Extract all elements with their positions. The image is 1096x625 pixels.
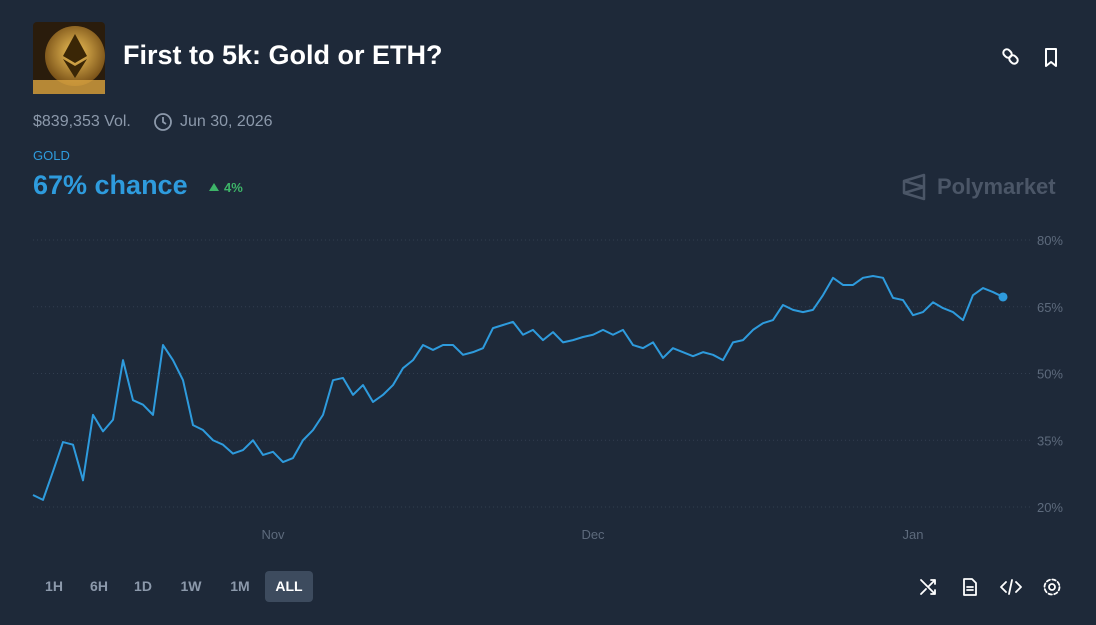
brand-logo (902, 173, 926, 201)
market-title: First to 5k: Gold or ETH? (123, 40, 443, 70)
time-range-button[interactable]: 1D (134, 578, 152, 594)
time-range-button[interactable]: 6H (90, 578, 108, 594)
up-arrow (209, 183, 219, 191)
time-range-button[interactable]: 1M (230, 578, 250, 594)
price-line (32, 275, 1004, 501)
y-tick-label: 35% (1037, 433, 1063, 448)
y-tick-label: 20% (1037, 500, 1063, 515)
brand: Polymarket (937, 174, 1056, 199)
end-date: Jun 30, 2026 (180, 113, 273, 130)
time-range-button[interactable]: 1H (45, 578, 63, 594)
chance: 67% chance (33, 170, 188, 200)
volume: $839,353 Vol. (33, 113, 131, 130)
x-tick-label: Dec (581, 527, 605, 542)
x-tick-label: Jan (903, 527, 924, 542)
x-tick-label: Nov (261, 527, 285, 542)
market-thumbnail (33, 22, 105, 94)
y-tick-label: 65% (1037, 300, 1063, 315)
y-tick-label: 80% (1037, 233, 1063, 248)
chart-tools[interactable] (918, 576, 1068, 598)
y-tick-label: 50% (1037, 367, 1063, 382)
price-chart: 20% 35% 50% 65% 80% Nov Dec Jan (32, 233, 1063, 542)
header-actions[interactable] (1000, 46, 1064, 70)
time-range-button[interactable]: ALL (265, 571, 313, 602)
outcome-label: GOLD (33, 148, 70, 163)
time-range-button[interactable]: 1W (180, 578, 202, 594)
clock-icon (154, 113, 172, 131)
current-point (998, 292, 1008, 302)
change: 4% (224, 180, 243, 195)
